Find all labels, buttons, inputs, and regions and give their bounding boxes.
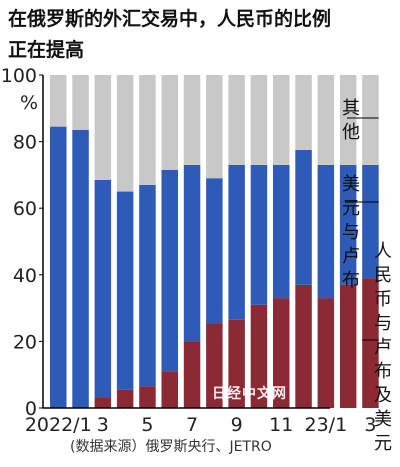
bar-segment-other: [339, 75, 357, 165]
bar-segment-other: [139, 75, 156, 185]
bar-segment-usd-rub: [206, 178, 223, 324]
x-tick-label: 3: [364, 414, 376, 436]
x-tick-label: 2022/1: [25, 414, 92, 436]
bar-segment-rmb: [206, 323, 223, 408]
bar-segment-rmb: [116, 389, 134, 408]
x-tick-label: 5: [141, 414, 153, 436]
bar-segment-usd-rub: [339, 164, 357, 285]
y-tick-label: 80: [13, 132, 37, 154]
bar-segment-other: [72, 75, 89, 130]
bar-segment-other: [206, 75, 223, 179]
legend-label-rmb: 人民币与卢布及美元: [374, 241, 392, 454]
bar-segment-rmb: [161, 371, 178, 408]
legend-label-other: 其他: [342, 98, 360, 143]
bar-segment-usd-rub: [116, 191, 134, 390]
bar-segment-usd-rub: [94, 179, 112, 399]
x-tick-label: 11: [269, 414, 293, 436]
bar-segment-rmb: [317, 298, 335, 408]
bar-segment-other: [317, 75, 335, 165]
bar-segment-rmb: [228, 319, 245, 408]
bar-segment-usd-rub: [139, 184, 156, 387]
bar-segment-usd-rub: [161, 169, 178, 372]
bar-segment-other: [116, 75, 134, 192]
watermark: 日经中文网: [212, 386, 287, 402]
x-tick-label: 9: [231, 414, 243, 436]
bar-segment-usd-rub: [295, 149, 312, 285]
bar-segment-rmb: [339, 284, 357, 408]
bar-segment-usd-rub: [250, 164, 268, 305]
bar-segment-usd-rub: [50, 126, 67, 409]
x-tick-label: 23/1: [305, 414, 348, 436]
bar-segment-usd-rub: [317, 164, 335, 299]
bar-segment-other: [362, 75, 379, 165]
bar-segment-rmb: [295, 284, 312, 408]
bar-segment-other: [228, 75, 245, 165]
bar-segment-usd-rub: [183, 164, 201, 342]
y-tick-label: 60: [13, 198, 37, 220]
bar-segment-other: [161, 75, 178, 170]
y-unit-label: %: [20, 92, 39, 114]
y-tick-label: 100: [1, 65, 37, 87]
bar-segment-rmb: [183, 341, 201, 408]
x-tick-label: 3: [97, 414, 109, 436]
bar-segment-other: [50, 75, 67, 127]
bar-segment-usd-rub: [273, 164, 290, 299]
source-note: (数据来源）俄罗斯央行、JETRO: [70, 439, 272, 455]
bar-segment-other: [295, 75, 312, 150]
y-tick-label: 0: [25, 398, 37, 420]
bar-segment-other: [94, 75, 112, 180]
bar-segment-rmb: [139, 386, 156, 408]
bar-segment-rmb: [362, 278, 379, 408]
bar-segment-rmb: [250, 304, 268, 408]
chart-title: 在俄罗斯的外汇交易中，人民币的比例正在提高: [8, 8, 332, 61]
y-tick-label: 20: [13, 331, 37, 353]
x-tick-label: 7: [186, 414, 198, 436]
bar-segment-usd-rub: [362, 164, 379, 279]
bar-segment-usd-rub: [72, 129, 89, 408]
y-tick-label: 40: [13, 265, 37, 287]
bar-segment-other: [183, 75, 201, 165]
bar-segment-rmb: [273, 298, 290, 408]
bar-segment-rmb: [94, 398, 112, 408]
bar-segment-other: [273, 75, 290, 165]
legend-label-usd-rub: 美元与卢布: [342, 174, 360, 291]
bar-segment-usd-rub: [228, 164, 245, 320]
bar-segment-other: [250, 75, 268, 165]
